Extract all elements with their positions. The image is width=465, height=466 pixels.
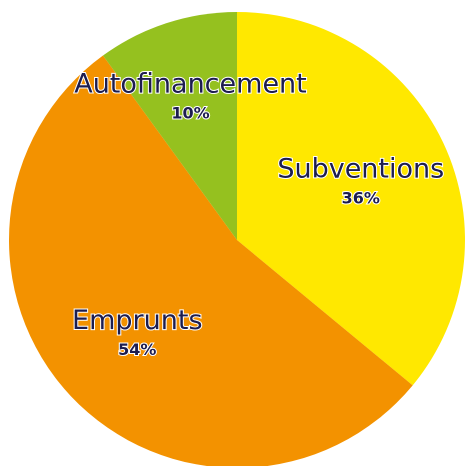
- slice-value-label: 54%: [118, 340, 156, 359]
- slice-label: Autofinancement: [74, 68, 307, 99]
- pie-slice: [237, 12, 465, 386]
- slice-value-label: 36%: [342, 188, 380, 207]
- slice-value-label: 10%: [171, 103, 209, 122]
- pie-slice: [102, 12, 238, 240]
- slice-label: Subventions: [277, 153, 444, 184]
- slice-label: Emprunts: [72, 305, 202, 336]
- pie-slice: [9, 55, 413, 466]
